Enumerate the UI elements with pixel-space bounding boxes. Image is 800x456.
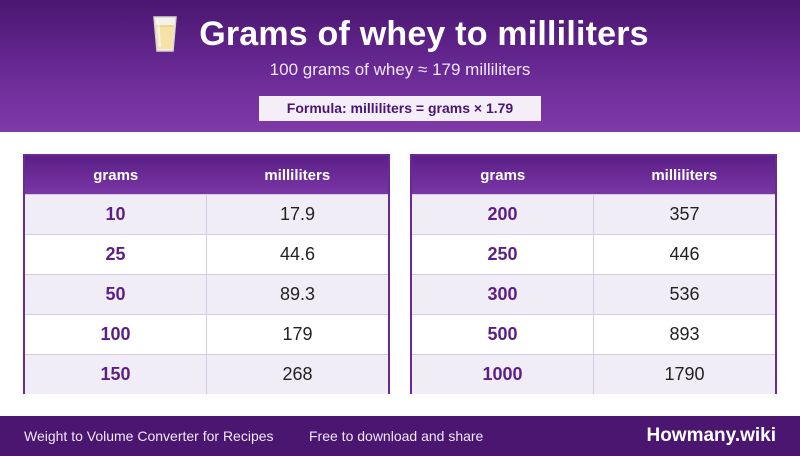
milliliters-cell: 357 (669, 204, 700, 224)
table-row: 200 357 (412, 194, 775, 234)
table-row: 100 179 (25, 314, 388, 354)
grams-cell: 25 (25, 235, 207, 274)
page-title: Grams of whey to milliliters (199, 14, 649, 53)
milliliters-cell: 179 (282, 324, 313, 344)
milliliters-cell: 893 (669, 324, 700, 344)
table-row: 300 536 (412, 274, 775, 314)
table-header: grams milliliters (412, 156, 775, 194)
column-header-milliliters: milliliters (651, 166, 718, 184)
title-row: Grams of whey to milliliters (0, 12, 800, 56)
milliliters-cell: 17.9 (279, 204, 316, 224)
conversion-table-left: grams milliliters 10 17.9 25 44.6 50 89.… (23, 154, 390, 394)
table-row: 25 44.6 (25, 234, 388, 274)
table-row: 500 893 (412, 314, 775, 354)
column-header-grams: grams (480, 166, 526, 184)
grams-cell: 250 (412, 235, 594, 274)
grams-cell: 100 (25, 315, 207, 354)
milliliters-cell: 446 (669, 244, 700, 264)
table-row: 50 89.3 (25, 274, 388, 314)
table-row: 10 17.9 (25, 194, 388, 234)
formula-box: Formula: milliliters = grams × 1.79 (259, 96, 541, 121)
footer-share-note: Free to download and share (309, 428, 484, 444)
glass-of-milk-icon (151, 14, 179, 54)
milliliters-cell: 44.6 (279, 244, 316, 264)
brand-logo-text[interactable]: Howmany.wiki (646, 425, 776, 446)
table-row: 150 268 (25, 354, 388, 394)
page-subtitle: 100 grams of whey ≈ 179 milliliters (269, 60, 531, 79)
footer-bar: Weight to Volume Converter for Recipes F… (0, 416, 800, 456)
grams-cell: 150 (25, 355, 207, 394)
milliliters-cell: 89.3 (279, 284, 316, 304)
grams-cell: 500 (412, 315, 594, 354)
table-header: grams milliliters (25, 156, 388, 194)
grams-cell: 50 (25, 275, 207, 314)
grams-cell: 300 (412, 275, 594, 314)
table-row: 1000 1790 (412, 354, 775, 394)
footer-tagline: Weight to Volume Converter for Recipes (24, 428, 274, 444)
table-row: 250 446 (412, 234, 775, 274)
conversion-table-right: grams milliliters 200 357 250 446 300 53… (410, 154, 777, 394)
column-header-milliliters: milliliters (264, 166, 331, 184)
grams-cell: 200 (412, 195, 594, 234)
milliliters-cell: 536 (669, 284, 700, 304)
grams-cell: 1000 (412, 355, 594, 394)
column-header-grams: grams (93, 166, 139, 184)
header-banner: Grams of whey to milliliters 100 grams o… (0, 0, 800, 132)
milliliters-cell: 268 (282, 364, 313, 384)
milliliters-cell: 1790 (664, 364, 705, 384)
grams-cell: 10 (25, 195, 207, 234)
